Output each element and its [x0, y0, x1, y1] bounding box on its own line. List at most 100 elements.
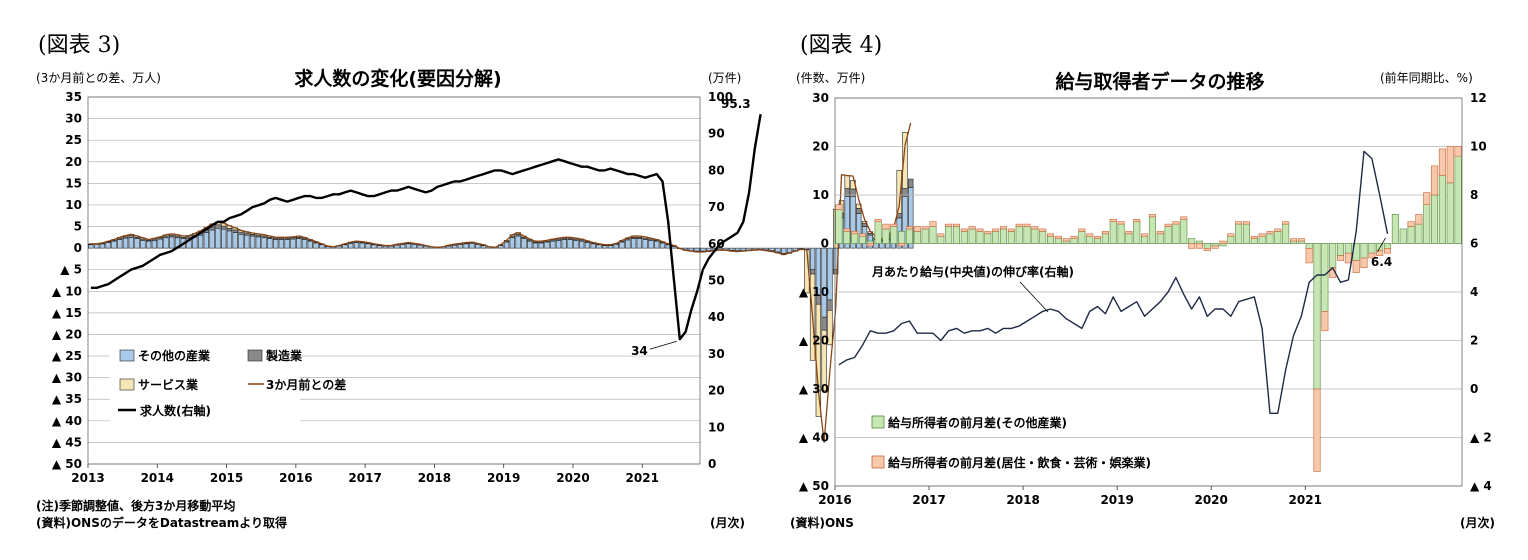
- legend-vacancies: 求人数(右軸): [140, 403, 211, 418]
- bar-payroll-hospitality: [1054, 235, 1062, 239]
- bar-payroll-other: [984, 233, 992, 244]
- bar-manufacturing: [856, 208, 862, 214]
- bar-payroll-hospitality: [1211, 245, 1219, 249]
- bar-payroll-hospitality: [1156, 231, 1164, 235]
- bar-other-industry: [272, 239, 279, 249]
- bar-payroll-hospitality: [1368, 252, 1376, 259]
- bar-payroll-hospitality: [874, 218, 882, 222]
- bar-payroll-other: [866, 240, 874, 244]
- bar-payroll-hospitality: [921, 226, 929, 230]
- y2-tick-label: ▲ 4: [1470, 479, 1492, 493]
- left-note: (注)季節調整値、後方3か月移動平均: [36, 498, 235, 513]
- bar-other-industry: [93, 243, 100, 249]
- left-source: (資料)ONSのデータをDatastreamより取得: [36, 515, 287, 530]
- bar-payroll-hospitality: [851, 231, 859, 235]
- y-tick-label: 20: [65, 155, 82, 169]
- bar-other-industry: [267, 238, 273, 249]
- bar-other-industry: [532, 242, 539, 249]
- bar-payroll-hospitality: [1274, 228, 1282, 232]
- bar-other-industry: [781, 247, 787, 254]
- bar-payroll-hospitality: [960, 228, 968, 232]
- bar-payroll-other: [1337, 243, 1345, 256]
- y-tick-label: 35: [65, 90, 82, 104]
- bar-payroll-hospitality: [1141, 233, 1149, 237]
- y2-tick-label: 60: [708, 237, 725, 251]
- y2-tick-label: ▲ 2: [1470, 431, 1492, 445]
- y-tick-label: 0: [74, 241, 82, 255]
- right-figure-label: (図表 4): [800, 33, 882, 58]
- x-tick-label: 2020: [1194, 493, 1227, 507]
- bar-other-industry: [648, 240, 654, 249]
- bar-payroll-hospitality: [1188, 243, 1196, 249]
- bar-other-industry: [625, 239, 631, 249]
- bar-other-industry: [342, 244, 348, 249]
- y-tick-label: 20: [812, 140, 829, 154]
- bar-other-industry: [88, 244, 94, 249]
- y2-tick-label: 4: [1470, 285, 1478, 299]
- x-tick-label: 2019: [487, 471, 520, 485]
- bar-payroll-other: [929, 226, 937, 244]
- bar-payroll-hospitality: [1007, 228, 1015, 232]
- bar-payroll-hospitality: [1337, 255, 1345, 261]
- bar-payroll-hospitality: [1078, 228, 1086, 232]
- y-tick-label: ▲ 5: [60, 263, 82, 277]
- bar-other-industry: [613, 243, 619, 249]
- bar-payroll-hospitality: [1454, 146, 1462, 157]
- y2-tick-label: 10: [708, 420, 725, 434]
- bar-payroll-hospitality: [1360, 257, 1368, 269]
- bar-services: [896, 170, 902, 214]
- bar-payroll-hospitality: [1446, 146, 1454, 184]
- bar-payroll-other: [1235, 223, 1243, 244]
- bar-other-industry: [515, 235, 521, 249]
- bar-other-industry: [255, 236, 261, 249]
- bar-payroll-other: [835, 209, 843, 244]
- y2-tick-label: 50: [708, 274, 725, 288]
- bar-payroll-hospitality: [945, 223, 953, 227]
- bar-payroll-other: [976, 231, 984, 244]
- bar-payroll-hospitality: [882, 223, 890, 230]
- y2-tick-label: 8: [1470, 188, 1478, 202]
- bar-other-industry: [371, 244, 377, 249]
- bar-payroll-other: [1023, 226, 1031, 244]
- bar-payroll-other: [1321, 243, 1329, 312]
- bar-manufacturing: [833, 269, 839, 275]
- bar-other-industry: [290, 238, 296, 249]
- bar-payroll-other: [898, 231, 906, 244]
- y2-tick-label: 90: [708, 127, 725, 141]
- bar-other-industry: [411, 243, 417, 249]
- bar-other-industry: [249, 235, 256, 249]
- x-tick-label: 2013: [71, 471, 104, 485]
- y2-tick-label: 70: [708, 200, 725, 214]
- bar-payroll-other: [1086, 235, 1094, 244]
- bar-other-industry: [128, 237, 134, 249]
- bar-payroll-other: [1266, 233, 1274, 244]
- y-tick-label: 30: [812, 91, 829, 105]
- bar-payroll-hospitality: [937, 233, 945, 237]
- bar-payroll-other: [1446, 182, 1454, 244]
- bar-payroll-hospitality: [968, 226, 976, 230]
- bar-manufacturing: [226, 227, 233, 232]
- bar-other-industry: [550, 240, 556, 249]
- legend-other: その他の産業: [138, 348, 211, 363]
- bar-payroll-other: [905, 228, 913, 244]
- legend-payroll-other: 給与所得者の前月差(その他産業): [888, 415, 1067, 430]
- y-tick-label: ▲ 50: [52, 457, 82, 471]
- bar-other-industry: [659, 242, 666, 249]
- x-tick-label: 2019: [1100, 493, 1133, 507]
- x-tick-label: 2015: [210, 471, 243, 485]
- bar-other-industry: [405, 243, 412, 249]
- bar-payroll-hospitality: [1219, 240, 1227, 244]
- bar-other-industry: [729, 247, 735, 251]
- bar-other-industry: [261, 237, 267, 249]
- bar-payroll-other: [1282, 223, 1290, 244]
- bar-payroll-hospitality: [1133, 218, 1141, 222]
- bar-payroll-hospitality: [1148, 214, 1156, 218]
- bar-payroll-hospitality: [1164, 223, 1172, 227]
- bar-payroll-hospitality: [1015, 223, 1023, 227]
- bar-other-industry: [221, 228, 227, 249]
- y-tick-label: ▲ 20: [799, 334, 829, 348]
- bar-payroll-hospitality: [1431, 165, 1439, 196]
- bar-other-industry: [145, 240, 152, 249]
- bar-other-industry: [734, 247, 741, 252]
